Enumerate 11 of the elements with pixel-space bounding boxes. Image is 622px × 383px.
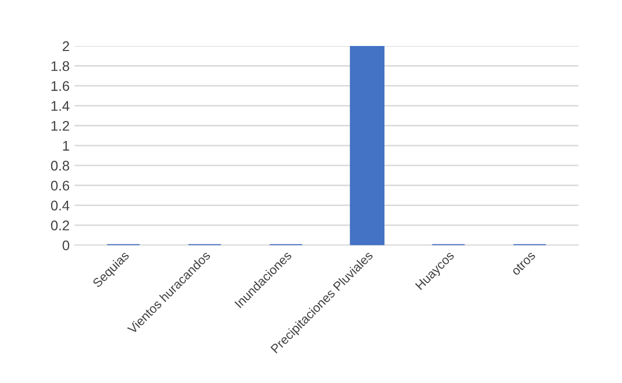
y-tick-label: 1 [63,141,70,151]
y-tick-label: 2 [62,41,70,51]
y-tick-label: 1.4 [52,101,70,111]
y-tick-label: 1.8 [52,61,70,72]
y-tick-label: 0.6 [51,180,70,191]
y-tick-label: 0 [62,240,70,250]
y-tick-label: 0.8 [51,160,70,171]
y-tick-label: 0.2 [51,220,70,230]
y-tick-label: 1.2 [52,120,70,131]
y-tick-label: 1.6 [52,81,70,91]
y-tick-label: 0.4 [51,200,70,210]
